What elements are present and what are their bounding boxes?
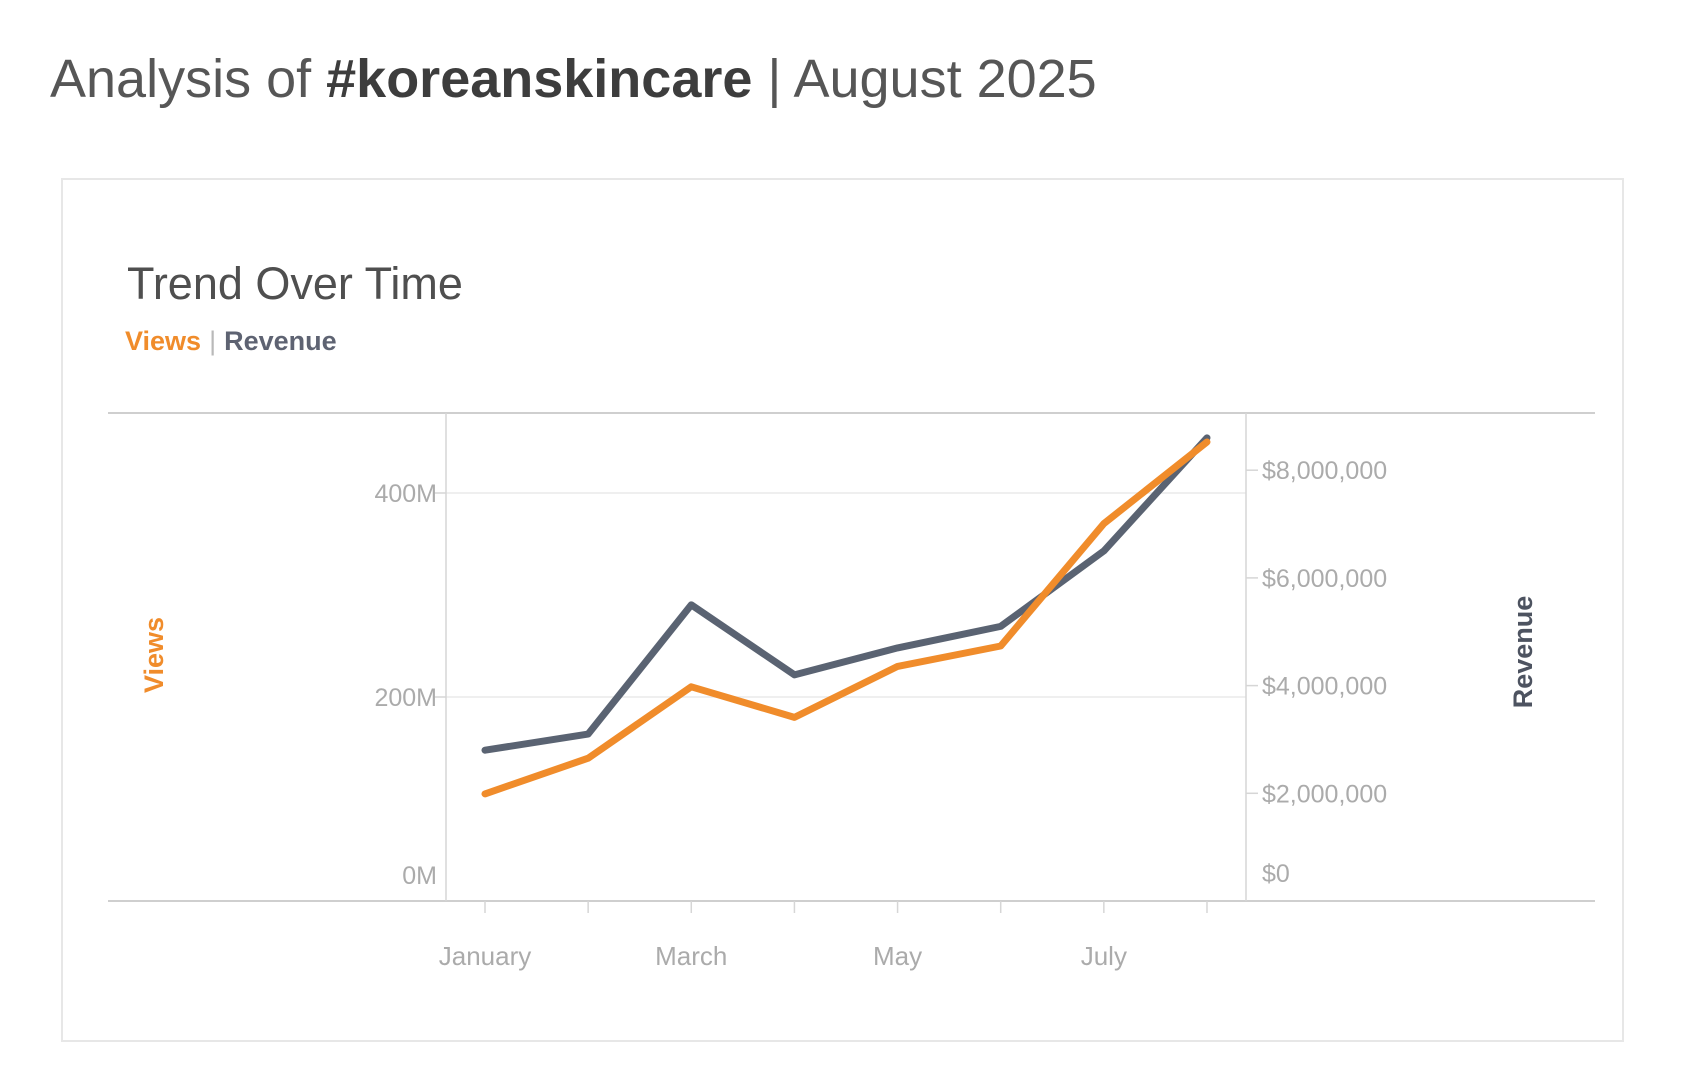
legend-views-label[interactable]: Views [125, 326, 202, 356]
right-axis-title-revenue: Revenue [1508, 596, 1538, 709]
left-axis-tick-label-200M: 200M [374, 684, 437, 712]
right-axis-tick-label-$6,000,000: $6,000,000 [1262, 565, 1387, 593]
page-title-hashtag: #koreanskincare [326, 49, 753, 109]
chart-legend: Views | Revenue [125, 326, 337, 357]
x-axis-tick-label-July: July [1081, 941, 1127, 971]
legend-separator: | [209, 326, 217, 356]
left-axis-tick-label-400M: 400M [374, 480, 437, 508]
views-line[interactable] [481, 438, 1211, 798]
page-title-suffix: | August 2025 [752, 49, 1097, 109]
right-axis-tick-label-$4,000,000: $4,000,000 [1262, 673, 1387, 701]
page-title-prefix: Analysis of [50, 49, 327, 109]
chart-title: Trend Over Time [127, 258, 463, 309]
left-axis-title-views: Views [139, 617, 169, 693]
chart-card [61, 178, 1624, 1042]
right-axis-tick-label-$0: $0 [1262, 860, 1290, 888]
x-axis-tick-label-May: May [873, 941, 922, 971]
x-axis-tick-label-March: March [655, 941, 727, 971]
revenue-line[interactable] [481, 434, 1211, 754]
left-axis-tick-label-0M: 0M [402, 862, 437, 890]
x-axis-tick-label-January: January [439, 941, 532, 971]
legend-revenue-label[interactable]: Revenue [224, 326, 337, 356]
right-axis-tick-label-$2,000,000: $2,000,000 [1262, 780, 1387, 808]
right-axis-tick-label-$8,000,000: $8,000,000 [1262, 457, 1387, 485]
page-title: Analysis of #koreanskincare | August 202… [50, 48, 1097, 110]
